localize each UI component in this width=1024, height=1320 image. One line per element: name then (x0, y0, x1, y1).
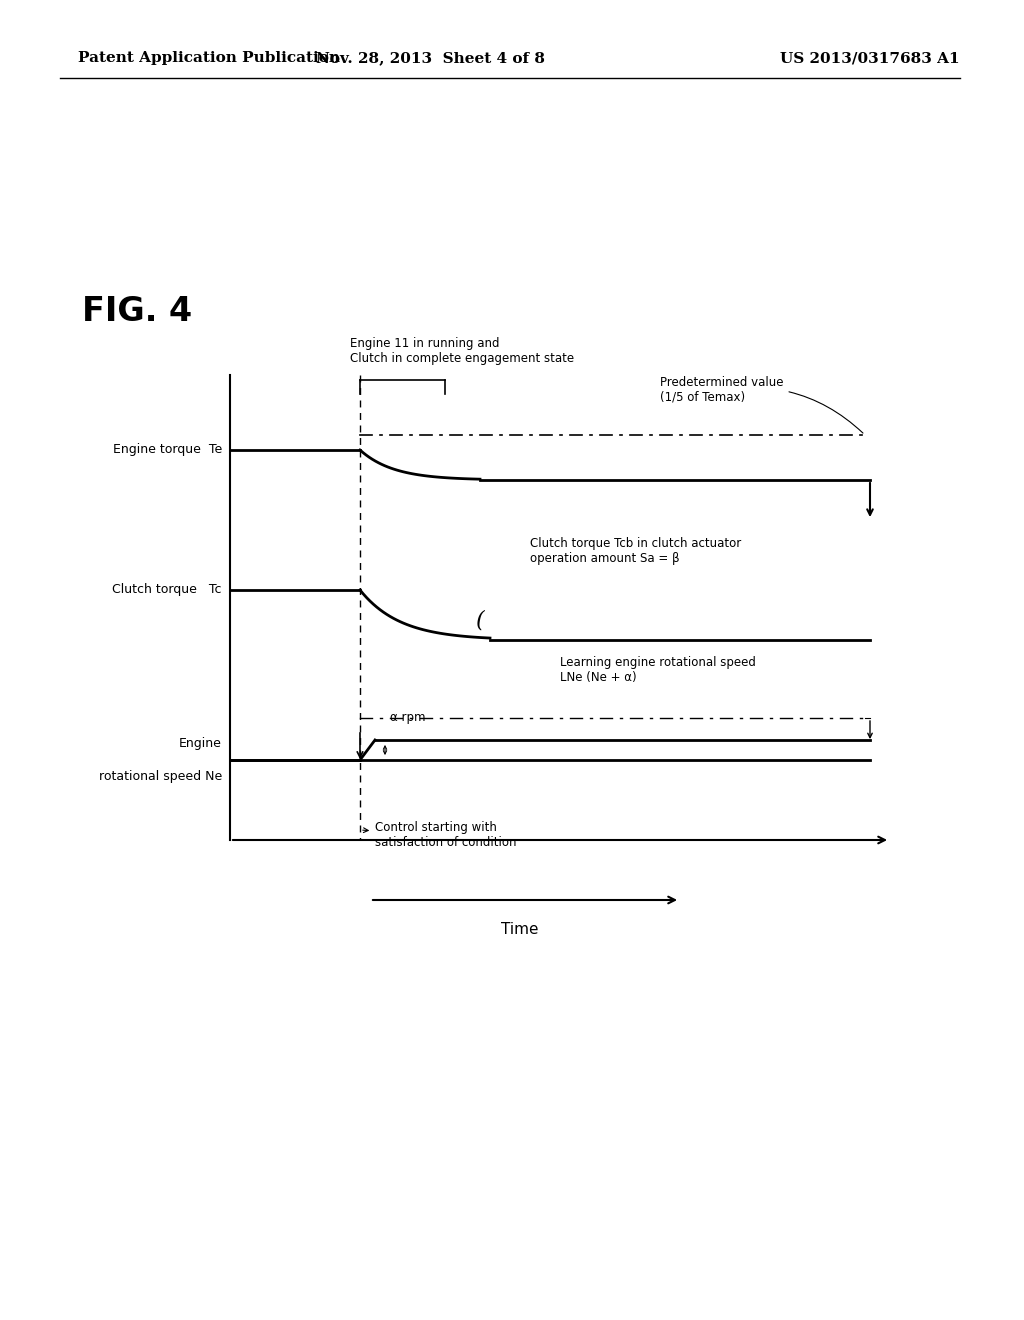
Text: Clutch torque Tcb in clutch actuator
operation amount Sa = β: Clutch torque Tcb in clutch actuator ope… (530, 537, 741, 565)
Text: Time: Time (502, 923, 539, 937)
Text: Nov. 28, 2013  Sheet 4 of 8: Nov. 28, 2013 Sheet 4 of 8 (315, 51, 545, 65)
Text: Clutch torque   Tc: Clutch torque Tc (113, 583, 222, 597)
Text: α rpm: α rpm (390, 711, 426, 725)
Text: US 2013/0317683 A1: US 2013/0317683 A1 (780, 51, 959, 65)
Text: Learning engine rotational speed
LNe (Ne + α): Learning engine rotational speed LNe (Ne… (560, 656, 756, 684)
Text: Patent Application Publication: Patent Application Publication (78, 51, 340, 65)
Text: Predetermined value
(1/5 of Temax): Predetermined value (1/5 of Temax) (660, 376, 863, 433)
Text: Engine torque  Te: Engine torque Te (113, 444, 222, 457)
Text: (: ( (476, 609, 484, 631)
Text: Engine 11 in running and
Clutch in complete engagement state: Engine 11 in running and Clutch in compl… (350, 337, 574, 366)
Text: Control starting with
satisfaction of condition: Control starting with satisfaction of co… (362, 821, 516, 849)
Text: rotational speed Ne: rotational speed Ne (98, 770, 222, 783)
Text: Engine: Engine (179, 737, 222, 750)
Text: FIG. 4: FIG. 4 (82, 294, 193, 327)
